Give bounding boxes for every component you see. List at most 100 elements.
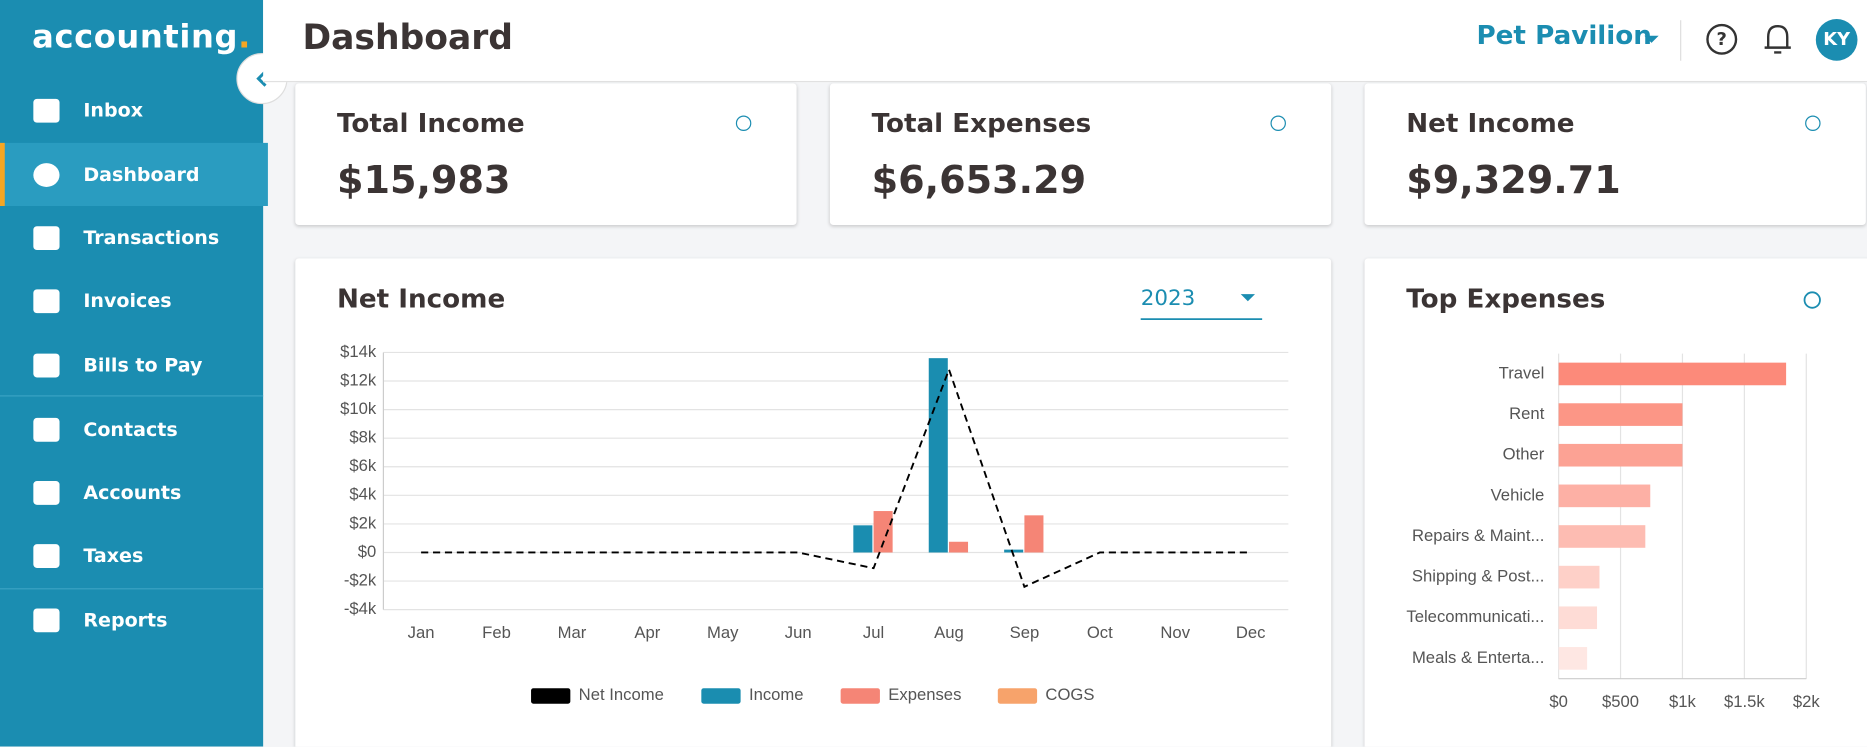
x-tick-label: Jun <box>785 623 812 642</box>
card-label: Net Income <box>1406 109 1575 140</box>
x-tick-label: Oct <box>1087 623 1113 642</box>
x-tick-label: Nov <box>1160 623 1190 642</box>
x-tick-label: $2k <box>1793 692 1821 711</box>
x-tick-label: $500 <box>1602 692 1639 711</box>
divider <box>1680 20 1682 61</box>
legend-swatch <box>997 688 1038 704</box>
nav-label: Taxes <box>83 544 144 567</box>
bar <box>853 525 873 553</box>
x-tick-label: Jul <box>863 623 884 642</box>
separator <box>0 395 264 397</box>
info-icon <box>735 115 752 131</box>
nav-label: Invoices <box>83 289 172 312</box>
legend-swatch <box>701 688 741 704</box>
x-tick-label: Apr <box>634 623 660 642</box>
y-tick-label: $8k <box>349 428 377 447</box>
info-icon <box>1805 115 1821 131</box>
x-tick-label: Jan <box>408 623 435 642</box>
x-tick-label: $1.5k <box>1724 692 1765 711</box>
logo: accounting. <box>32 19 251 56</box>
x-tick-label: Dec <box>1236 623 1266 642</box>
help-icon[interactable]: ? <box>1705 23 1741 59</box>
info-icon <box>1270 115 1286 131</box>
bar <box>1024 515 1044 553</box>
sidebar: accounting. Inbox Dashboard Transactions In… <box>0 0 268 747</box>
bar <box>1558 525 1646 548</box>
y-tick-label: -$2k <box>344 570 377 589</box>
nav-item[interactable]: Contacts <box>0 398 263 461</box>
y-tick-label: Repairs & Maint... <box>1412 526 1544 545</box>
net-income-card <box>295 258 1332 747</box>
bar <box>1558 403 1683 426</box>
nav-item[interactable]: Bills to Pay <box>0 333 263 396</box>
bar <box>1558 362 1787 386</box>
summary-card: Total Income $15,983 <box>295 83 797 226</box>
company-selector[interactable]: Pet Pavilion <box>1476 21 1652 52</box>
nav-label: Inbox <box>83 98 144 122</box>
y-tick-label: -$4k <box>344 599 377 618</box>
y-tick-label: $0 <box>358 542 377 561</box>
logo-text: accounting <box>32 19 239 56</box>
nav-item[interactable]: Invoices <box>0 269 263 332</box>
nav-icon <box>33 417 60 442</box>
nav-icon <box>33 543 60 568</box>
x-tick-label: $0 <box>1549 692 1568 711</box>
info-icon <box>1803 291 1821 309</box>
bar <box>873 511 893 553</box>
nav-item[interactable]: Accounts <box>0 461 263 524</box>
nav-icon <box>33 607 60 632</box>
y-tick-label: $14k <box>340 342 377 361</box>
bar <box>928 358 948 553</box>
avatar[interactable]: KY <box>1815 19 1858 61</box>
bell-icon[interactable] <box>1761 21 1797 57</box>
legend-label: COGS <box>1045 685 1094 704</box>
bar <box>948 541 969 553</box>
year-select: 2023 <box>1141 286 1196 311</box>
legend-swatch <box>840 688 880 704</box>
separator <box>0 588 264 590</box>
nav-item[interactable]: Taxes <box>0 524 263 587</box>
y-tick-label: Travel <box>1499 363 1545 382</box>
page-title: Dashboard <box>302 16 514 58</box>
nav-item[interactable]: Reports <box>0 588 263 651</box>
nav-label: Reports <box>83 608 168 632</box>
bar <box>1558 443 1683 467</box>
x-tick-label: Feb <box>482 623 511 642</box>
bar <box>1558 484 1651 508</box>
card-value: $9,329.71 <box>1406 157 1621 203</box>
card-value: $15,983 <box>336 157 511 203</box>
y-tick-label: $4k <box>349 485 377 504</box>
nav-item[interactable]: Dashboard <box>0 142 268 206</box>
y-tick-label: $2k <box>349 513 377 532</box>
nav-icon <box>33 98 60 123</box>
y-tick-label: $10k <box>340 399 377 418</box>
y-tick-label: Rent <box>1509 404 1545 423</box>
nav-label: Accounts <box>83 481 182 504</box>
nav-item[interactable]: Transactions <box>0 206 263 269</box>
y-tick-label: $12k <box>340 370 377 389</box>
card-value: $6,653.29 <box>871 157 1087 203</box>
chart-title: Top Expenses <box>1406 285 1605 315</box>
chart-title: Net Income <box>337 285 505 315</box>
nav-item[interactable]: Inbox <box>0 79 263 142</box>
nav-label: Dashboard <box>83 163 200 186</box>
top-bar: Dashboard Pet Pavilion ? KY <box>263 0 1867 83</box>
y-tick-label: Meals & Enterta... <box>1412 648 1544 667</box>
y-tick-label: Shipping & Post... <box>1412 567 1544 586</box>
y-tick-label: $6k <box>349 456 377 475</box>
y-tick-label: Telecommunicati... <box>1406 607 1544 626</box>
bar <box>1558 606 1598 630</box>
card-label: Total Income <box>336 109 525 140</box>
legend-label: Net Income <box>579 685 664 704</box>
nav-label: Bills to Pay <box>83 353 203 377</box>
y-tick-label: Other <box>1503 445 1545 464</box>
nav-icon <box>33 162 60 187</box>
summary-card: Net Income $9,329.71 <box>1364 83 1866 226</box>
legend-label: Expenses <box>888 685 961 704</box>
line <box>421 366 1251 589</box>
nav-label: Transactions <box>83 226 220 249</box>
caret <box>1644 35 1659 43</box>
card-label: Total Expenses <box>871 109 1092 140</box>
logo-dot: . <box>238 19 251 56</box>
